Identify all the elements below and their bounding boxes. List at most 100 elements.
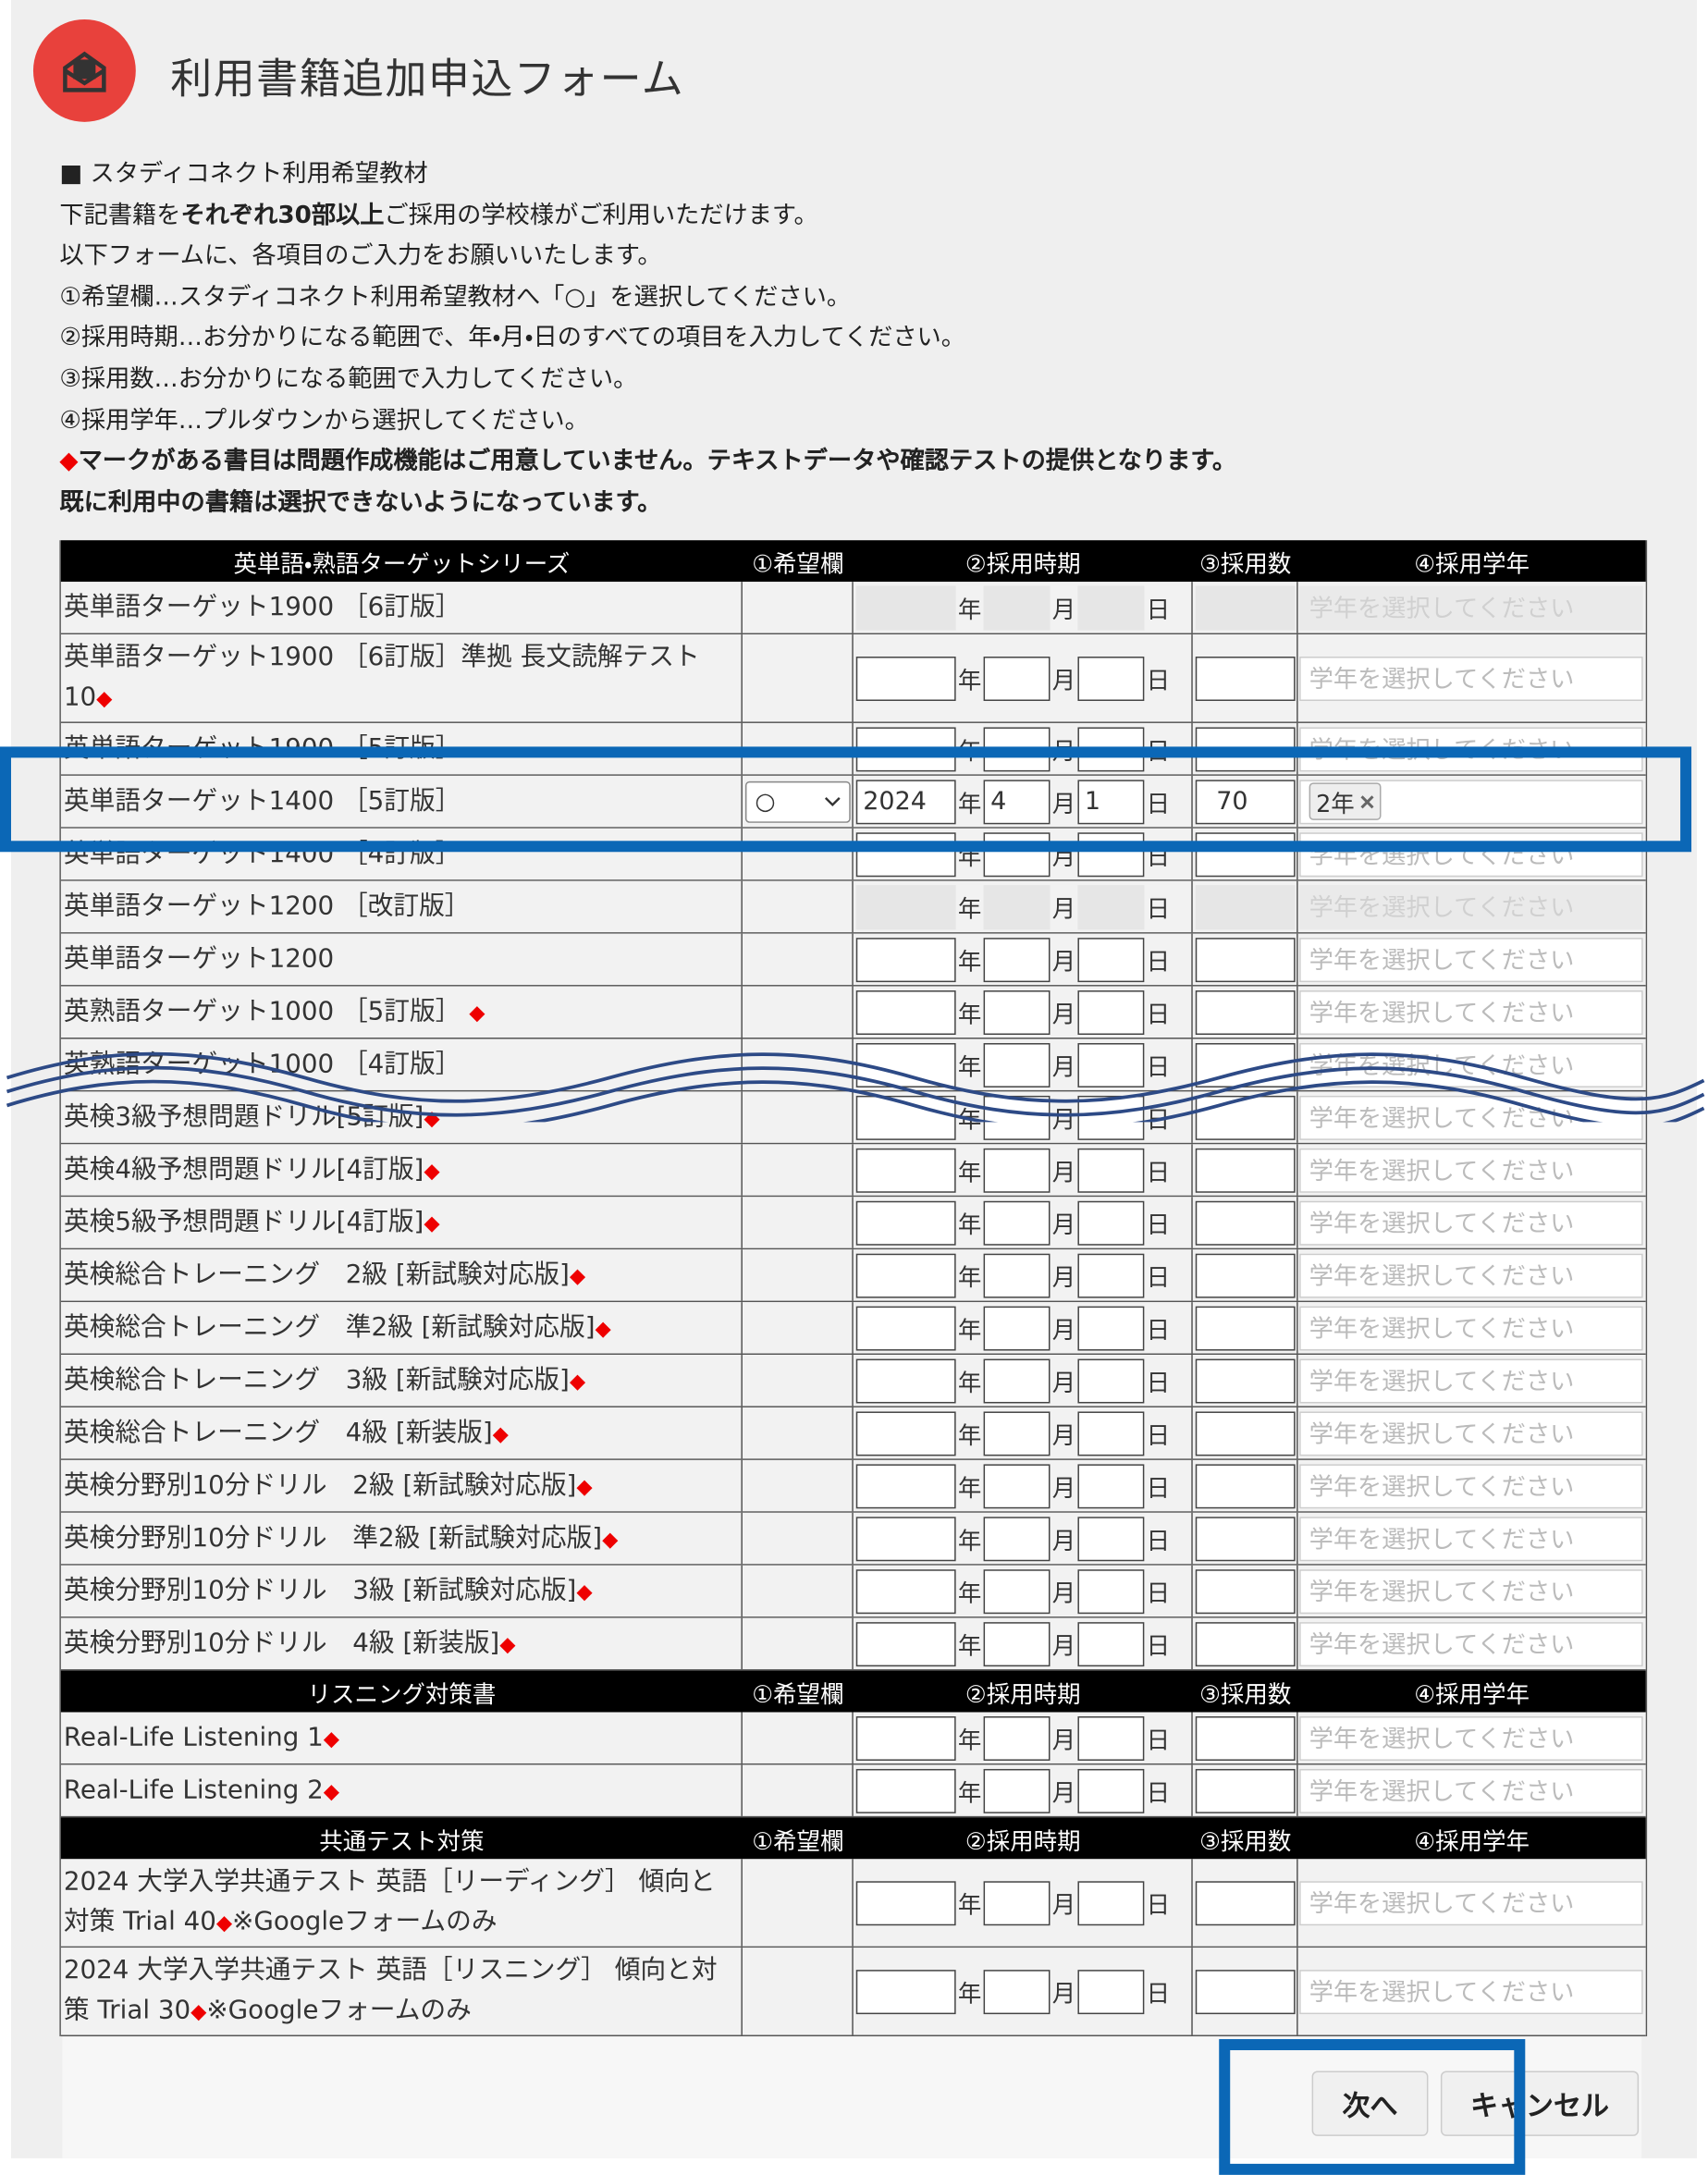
year-input[interactable]	[855, 1768, 956, 1813]
grade-select[interactable]: 学年を選択してください	[1299, 1095, 1643, 1140]
month-input[interactable]	[983, 1516, 1051, 1561]
grade-select[interactable]: 学年を選択してください	[1299, 1252, 1643, 1297]
year-input[interactable]	[855, 1358, 956, 1403]
cancel-button[interactable]: キャンセル	[1440, 2071, 1640, 2136]
grade-select[interactable]: 学年を選択してください	[1299, 1621, 1643, 1666]
day-input[interactable]	[1077, 937, 1145, 982]
day-input[interactable]	[1077, 1200, 1145, 1245]
day-input[interactable]	[1077, 1410, 1145, 1456]
day-input[interactable]	[1077, 1305, 1145, 1350]
year-input[interactable]	[855, 1621, 956, 1666]
grade-select[interactable]: 学年を選択してください	[1299, 1305, 1643, 1350]
day-input[interactable]	[1077, 1252, 1145, 1297]
day-input[interactable]	[1077, 1516, 1145, 1561]
month-input[interactable]: 4	[983, 779, 1051, 824]
day-input[interactable]	[1077, 1095, 1145, 1140]
day-input[interactable]	[1077, 1715, 1145, 1761]
grade-select[interactable]: 学年を選択してください	[1299, 1516, 1643, 1561]
grade-select[interactable]: 学年を選択してください	[1299, 1148, 1643, 1193]
count-input[interactable]	[1195, 831, 1296, 877]
count-input[interactable]	[1195, 1252, 1296, 1297]
day-input[interactable]	[1077, 1463, 1145, 1508]
count-input[interactable]	[1195, 989, 1296, 1035]
grade-select[interactable]: 学年を選択してください	[1299, 1463, 1643, 1508]
count-input[interactable]	[1195, 937, 1296, 982]
day-input[interactable]: 1	[1077, 779, 1145, 824]
count-input[interactable]	[1195, 1410, 1296, 1456]
grade-select[interactable]: 学年を選択してください	[1299, 1200, 1643, 1245]
month-input[interactable]	[983, 1252, 1051, 1297]
day-input[interactable]	[1077, 831, 1145, 877]
grade-select[interactable]: 学年を選択してください	[1299, 1410, 1643, 1456]
count-input[interactable]	[1195, 1621, 1296, 1666]
count-input[interactable]	[1195, 656, 1296, 701]
grade-select[interactable]: 学年を選択してください	[1299, 1768, 1643, 1813]
year-input[interactable]	[855, 937, 956, 982]
count-input[interactable]	[1195, 1880, 1296, 1925]
count-input[interactable]	[1195, 1715, 1296, 1761]
grade-select[interactable]: 学年を選択してください	[1299, 1715, 1643, 1761]
month-input[interactable]	[983, 1463, 1051, 1508]
month-input[interactable]	[983, 1969, 1051, 2014]
day-input[interactable]	[1077, 1621, 1145, 1666]
month-input[interactable]	[983, 989, 1051, 1035]
year-input[interactable]	[855, 1880, 956, 1925]
choice-select[interactable]: ○	[744, 780, 851, 823]
year-input[interactable]	[855, 831, 956, 877]
count-input[interactable]	[1195, 1148, 1296, 1193]
month-input[interactable]	[983, 1880, 1051, 1925]
year-input[interactable]: 2024	[855, 779, 956, 824]
month-input[interactable]	[983, 1768, 1051, 1813]
year-input[interactable]	[855, 1568, 956, 1614]
grade-select[interactable]: 学年を選択してください	[1299, 989, 1643, 1035]
remove-icon[interactable]	[1360, 794, 1374, 808]
count-input[interactable]	[1195, 1516, 1296, 1561]
year-input[interactable]	[855, 1463, 956, 1508]
year-input[interactable]	[855, 1410, 956, 1456]
day-input[interactable]	[1077, 1358, 1145, 1403]
year-input[interactable]	[855, 1148, 956, 1193]
count-input[interactable]	[1195, 1463, 1296, 1508]
month-input[interactable]	[983, 1305, 1051, 1350]
month-input[interactable]	[983, 1410, 1051, 1456]
grade-select[interactable]: 学年を選択してください	[1299, 1969, 1643, 2014]
count-input[interactable]: 70	[1195, 779, 1296, 824]
grade-select[interactable]: 学年を選択してください	[1299, 937, 1643, 982]
count-input[interactable]	[1195, 1768, 1296, 1813]
count-input[interactable]	[1195, 1200, 1296, 1245]
day-input[interactable]	[1077, 656, 1145, 701]
year-input[interactable]	[855, 1969, 956, 2014]
grade-select[interactable]: 2年	[1299, 779, 1643, 824]
month-input[interactable]	[983, 1148, 1051, 1193]
month-input[interactable]	[983, 656, 1051, 701]
day-input[interactable]	[1077, 1148, 1145, 1193]
count-input[interactable]	[1195, 1568, 1296, 1614]
year-input[interactable]	[855, 1516, 956, 1561]
month-input[interactable]	[983, 1621, 1051, 1666]
month-input[interactable]	[983, 1358, 1051, 1403]
day-input[interactable]	[1077, 1568, 1145, 1614]
count-input[interactable]	[1195, 1095, 1296, 1140]
next-button[interactable]: 次へ	[1311, 2071, 1429, 2136]
year-input[interactable]	[855, 1200, 956, 1245]
count-input[interactable]	[1195, 1358, 1296, 1403]
year-input[interactable]	[855, 989, 956, 1035]
year-input[interactable]	[855, 1305, 956, 1350]
grade-select[interactable]: 学年を選択してください	[1299, 1358, 1643, 1403]
year-input[interactable]	[855, 1715, 956, 1761]
grade-select[interactable]: 学年を選択してください	[1299, 1568, 1643, 1614]
day-input[interactable]	[1077, 1969, 1145, 2014]
year-input[interactable]	[855, 1252, 956, 1297]
month-input[interactable]	[983, 1200, 1051, 1245]
day-input[interactable]	[1077, 1042, 1145, 1088]
grade-select[interactable]: 学年を選択してください	[1299, 1880, 1643, 1925]
grade-select[interactable]: 学年を選択してください	[1299, 1042, 1643, 1088]
month-input[interactable]	[983, 1568, 1051, 1614]
day-input[interactable]	[1077, 989, 1145, 1035]
month-input[interactable]	[983, 831, 1051, 877]
year-input[interactable]	[855, 656, 956, 701]
month-input[interactable]	[983, 1042, 1051, 1088]
day-input[interactable]	[1077, 1880, 1145, 1925]
month-input[interactable]	[983, 1095, 1051, 1140]
month-input[interactable]	[983, 1715, 1051, 1761]
